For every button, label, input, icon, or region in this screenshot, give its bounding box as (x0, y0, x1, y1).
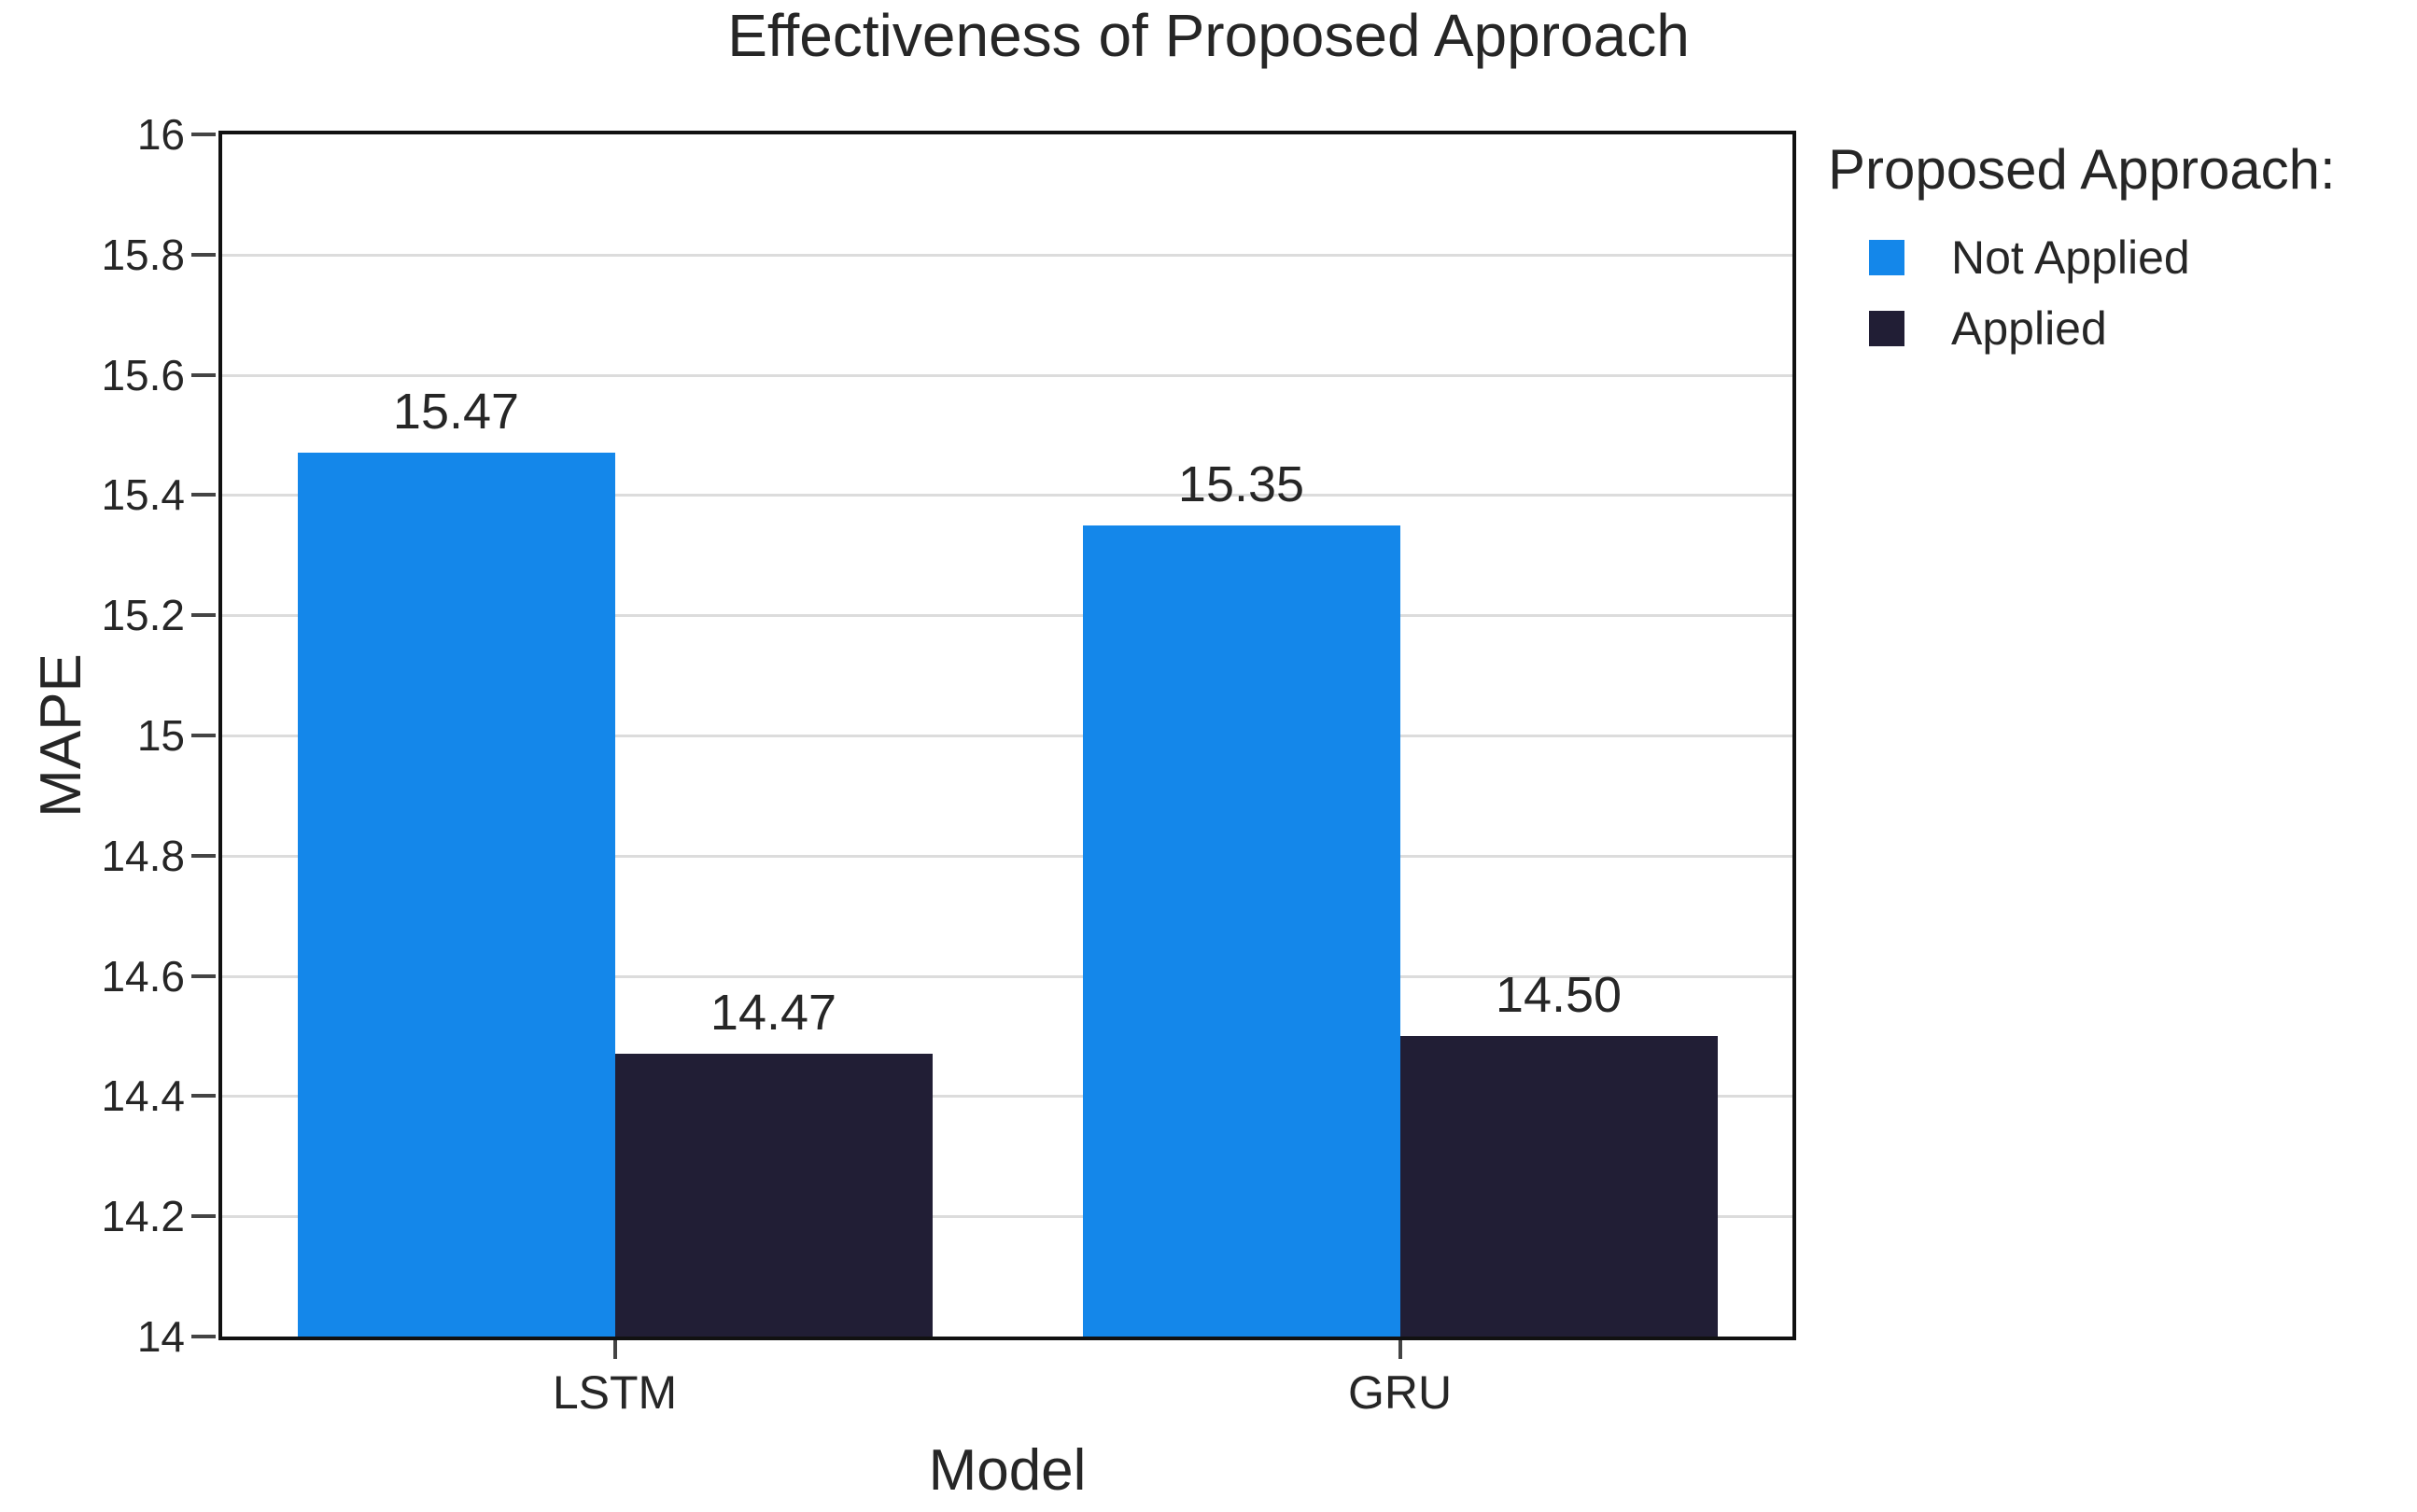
legend-label-applied: Applied (1951, 302, 2107, 355)
bar-value-label: 15.35 (1177, 455, 1305, 512)
y-tick-label: 15.8 (101, 230, 185, 279)
gridline (222, 253, 1792, 257)
y-tick-label: 14.6 (101, 951, 185, 1001)
y-tick (191, 252, 216, 257)
gridline (222, 1215, 1792, 1219)
y-tick-label: 15.6 (101, 350, 185, 399)
gridline (222, 614, 1792, 618)
y-tick (191, 372, 216, 377)
y-tick (191, 133, 216, 136)
y-tick-label: 16 (136, 110, 185, 159)
bar-value-label: 15.47 (392, 384, 520, 441)
gridline (222, 1095, 1792, 1099)
x-axis-title: Model (928, 1438, 1087, 1503)
x-tick-label-gru: GRU (1347, 1366, 1453, 1419)
y-tick-label: 14 (136, 1312, 185, 1361)
y-tick (191, 493, 216, 497)
plot-area: 15.47 14.47 15.35 14.50 (218, 131, 1796, 1340)
y-tick (191, 853, 216, 858)
y-tick (191, 973, 216, 978)
legend-item-applied: Applied (1869, 301, 2336, 356)
y-tick-label: 15.4 (101, 470, 185, 520)
bar-lstm-not-applied (297, 453, 615, 1337)
y-tick (191, 734, 216, 737)
legend-swatch-applied (1869, 311, 1904, 346)
y-tick (191, 1335, 216, 1338)
gridline (222, 974, 1792, 978)
x-tick (1398, 1340, 1402, 1359)
y-tick-label: 15 (136, 711, 185, 760)
legend: Proposed Approach: Not Applied Applied (1828, 137, 2336, 372)
y-tick (191, 1214, 216, 1219)
bar-lstm-applied (614, 1054, 933, 1337)
bar-value-label: 14.47 (710, 985, 837, 1042)
bar-value-label: 14.50 (1495, 967, 1623, 1023)
legend-swatch-not-applied (1869, 240, 1904, 275)
bar-gru-applied (1399, 1036, 1718, 1337)
gridline (222, 735, 1792, 737)
legend-title: Proposed Approach: (1828, 138, 2336, 201)
gridline (222, 494, 1792, 497)
gridline (222, 854, 1792, 858)
chart-title: Effectiveness of Proposed Approach (727, 2, 1690, 69)
y-tick (191, 1094, 216, 1099)
y-tick-label: 15.2 (101, 591, 185, 640)
legend-label-not-applied: Not Applied (1951, 231, 2190, 284)
y-tick-label: 14.4 (101, 1071, 185, 1121)
x-tick (612, 1340, 617, 1359)
y-tick (191, 613, 216, 618)
x-tick-label-lstm: LSTM (552, 1366, 678, 1419)
y-tick-label: 14.2 (101, 1192, 185, 1241)
y-tick-label: 14.8 (101, 831, 185, 880)
bar-gru-not-applied (1082, 525, 1400, 1337)
legend-item-not-applied: Not Applied (1869, 231, 2336, 285)
gridline (222, 373, 1792, 377)
